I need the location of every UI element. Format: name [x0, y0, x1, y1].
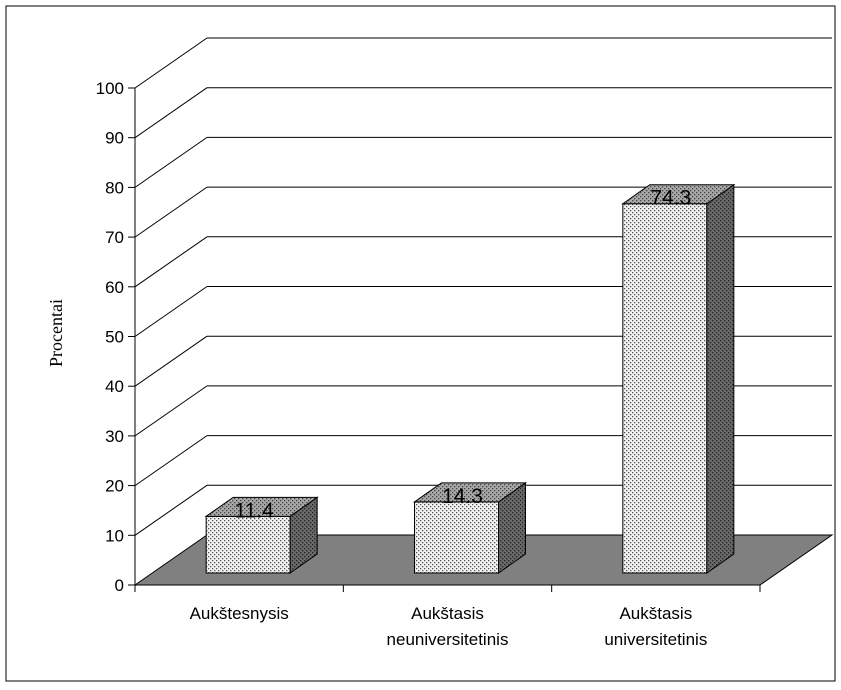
x-tick-label: neuniversitetinis: [387, 630, 509, 649]
y-tick-label: 10: [105, 526, 124, 545]
bar-front: [414, 501, 499, 574]
y-tick-label: 80: [105, 178, 124, 197]
x-tick-label: Aukštesnysis: [190, 604, 289, 623]
x-tick-label: universitetinis: [604, 630, 707, 649]
y-tick-label: 0: [115, 576, 124, 595]
y-tick-label: 50: [105, 328, 124, 347]
bar-side: [706, 183, 735, 574]
y-tick-label: 100: [96, 79, 124, 98]
data-label: 74.3: [650, 187, 691, 210]
y-tick-label: 40: [105, 377, 124, 396]
gridline-side: [134, 186, 208, 238]
x-tick-label: Aukštasis: [411, 604, 484, 623]
y-axis-label: Procentai: [46, 299, 66, 367]
bar-front: [205, 515, 291, 574]
gridline-side: [134, 286, 208, 337]
gridline-side: [134, 335, 208, 387]
chart-border: [5, 5, 836, 682]
x-tick-label: Aukštasis: [619, 604, 692, 623]
y-tick-label: 30: [105, 427, 124, 446]
bar-top: [621, 184, 736, 205]
bar-top: [204, 496, 319, 517]
bar-front: [622, 203, 708, 574]
y-tick-label: 70: [105, 228, 124, 247]
gridline-side: [134, 385, 208, 437]
y-tick-label: 90: [105, 129, 124, 148]
data-label: 11.4: [235, 499, 275, 522]
gridline-side: [134, 87, 208, 139]
y-tick-label: 20: [105, 477, 124, 496]
gridline-side: [134, 136, 208, 188]
gridline-side: [134, 435, 208, 487]
data-label: 14.3: [442, 485, 483, 508]
bar-top: [412, 482, 528, 503]
y-tick-label: 60: [105, 278, 124, 297]
gridline-side: [134, 236, 208, 288]
gridline-side: [134, 484, 208, 536]
gridline-side: [134, 37, 208, 89]
